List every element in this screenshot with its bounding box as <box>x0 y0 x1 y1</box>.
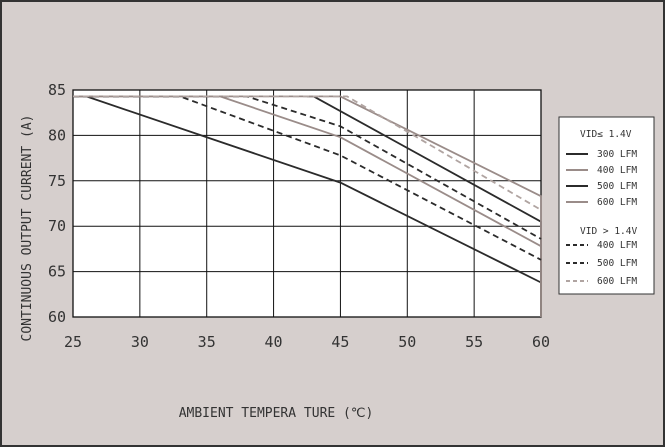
y-tick-label: 60 <box>48 308 66 326</box>
y-axis-label: CONTINUOUS OUTPUT CURRENT (A) <box>20 115 35 342</box>
legend-entry-label: 400 LFM <box>597 165 637 176</box>
y-tick-label: 80 <box>48 126 66 144</box>
legend-entry-label: 500 LFM <box>597 258 637 269</box>
x-tick-label: 60 <box>532 333 550 351</box>
x-tick-label: 40 <box>265 333 283 351</box>
tick-labels: 25 30 35 40 45 50 55 60 85 80 75 70 65 60 <box>48 81 550 351</box>
legend: VID≤ 1.4V VID > 1.4V 300 LFM 400 LFM 500 L… <box>558 116 655 295</box>
y-tick-label: 85 <box>48 81 66 99</box>
legend-entry-label: 600 LFM <box>597 276 637 287</box>
series-line-600-lfm-group2 <box>73 95 542 211</box>
legend-box <box>558 116 655 295</box>
y-tick-label: 75 <box>48 172 66 190</box>
legend-group1-title: VID≤ 1.4V <box>580 129 632 140</box>
plot-background <box>72 89 542 318</box>
legend-entry-label: 300 LFM <box>597 149 637 160</box>
legend-entry-label: 500 LFM <box>597 181 637 192</box>
y-tick-label: 70 <box>48 217 66 235</box>
x-tick-label: 30 <box>131 333 149 351</box>
x-axis-label: AMBIENT TEMPERA TURE (℃) <box>179 406 374 421</box>
x-tick-label: 55 <box>465 333 483 351</box>
legend-group2-title: VID > 1.4V <box>580 226 637 237</box>
x-tick-label: 50 <box>398 333 416 351</box>
plot-area <box>72 89 542 318</box>
x-tick-label: 45 <box>331 333 349 351</box>
legend-entry-label: 400 LFM <box>597 240 637 251</box>
series-line-500-lfm-group2 <box>73 95 542 240</box>
x-tick-label: 35 <box>198 333 216 351</box>
x-tick-label: 25 <box>64 333 82 351</box>
legend-entry-label: 600 LFM <box>597 197 637 208</box>
y-tick-label: 65 <box>48 263 66 281</box>
